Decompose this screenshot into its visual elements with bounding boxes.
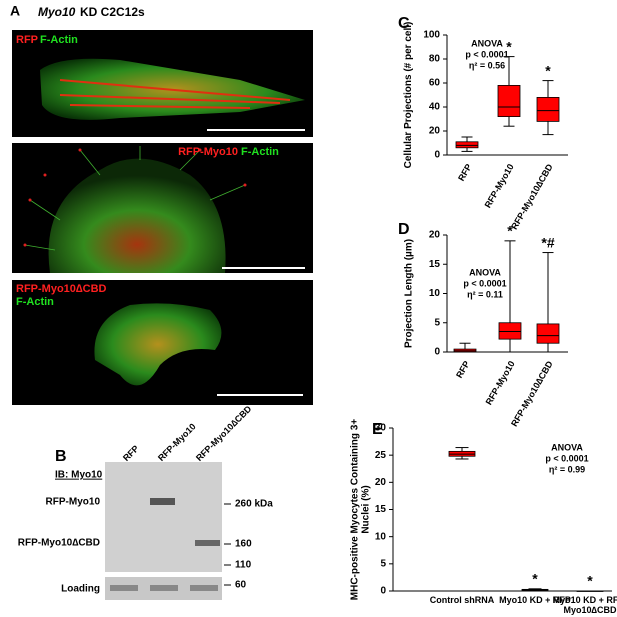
y-tick-label: 5 bbox=[380, 558, 386, 569]
y-tick-label: 80 bbox=[429, 54, 441, 65]
y-tick-label: 20 bbox=[375, 477, 387, 488]
annotation: p < 0.0001 bbox=[465, 49, 508, 59]
significance: *# bbox=[541, 234, 554, 250]
panel-letter: C bbox=[398, 15, 410, 32]
annotation: p < 0.0001 bbox=[545, 453, 588, 463]
y-tick-label: 10 bbox=[429, 288, 441, 299]
marker-ticks bbox=[224, 503, 231, 586]
lane-label: RFP-Myo10 bbox=[156, 421, 198, 463]
band-label: Loading bbox=[61, 584, 100, 595]
cell-fibers bbox=[59, 79, 291, 109]
annotation: η² = 0.56 bbox=[469, 60, 505, 70]
annotation: η² = 0.99 bbox=[549, 464, 585, 474]
marker-label: 60 bbox=[235, 580, 247, 591]
image-label: F-Actin bbox=[40, 34, 78, 46]
blot-band bbox=[150, 585, 178, 591]
cell bbox=[48, 158, 226, 273]
significance: * bbox=[532, 571, 538, 587]
x-tick-label: RFP bbox=[454, 359, 472, 380]
box bbox=[536, 97, 560, 122]
tip-puncta bbox=[23, 148, 247, 247]
x-tick-label: RFP-Myo10 bbox=[484, 359, 517, 406]
y-tick-label: 20 bbox=[429, 126, 441, 137]
y-axis-label-box: MHC-positive Myocytes Containing 3+ Nucl… bbox=[349, 418, 372, 601]
y-tick-label: 10 bbox=[375, 531, 387, 542]
panel-letter: A bbox=[10, 3, 20, 19]
y-tick-label: 5 bbox=[434, 317, 440, 328]
x-tick-label: Control shRNA bbox=[429, 595, 495, 605]
lane-label: RFP bbox=[121, 443, 141, 463]
marker-label: 110 bbox=[235, 560, 252, 571]
y-tick-label: 60 bbox=[429, 78, 441, 89]
panel-letter: E bbox=[372, 421, 383, 438]
y-tick-label: 15 bbox=[375, 504, 387, 515]
y-tick-label: 0 bbox=[434, 347, 440, 358]
image-label: F-Actin bbox=[241, 146, 279, 158]
x-tick-label-box: Control shRNA bbox=[429, 595, 495, 605]
box bbox=[536, 323, 560, 344]
blot-band bbox=[110, 585, 138, 591]
image-label: RFP-Myo10∆CBD bbox=[16, 283, 107, 295]
significance: * bbox=[507, 223, 513, 239]
y-axis-label: Cellular Projections (# per cell) bbox=[403, 21, 414, 169]
significance: * bbox=[506, 38, 512, 54]
antibody-label: IB: Myo10 bbox=[55, 470, 103, 481]
significance: * bbox=[587, 573, 593, 589]
band-label: RFP-Myo10 bbox=[46, 497, 101, 508]
band-label: RFP-Myo10∆CBD bbox=[18, 538, 100, 549]
y-tick-label: 0 bbox=[434, 150, 440, 161]
marker-label: 160 bbox=[235, 539, 252, 550]
x-tick-label: RFP-Myo10∆CBD bbox=[509, 162, 555, 232]
y-tick-label: 0 bbox=[380, 586, 386, 597]
filopodia bbox=[24, 146, 246, 251]
y-tick-label: 100 bbox=[423, 30, 440, 41]
box bbox=[455, 141, 479, 149]
x-tick-label: Myo10 KD + RFP-Myo10∆CBD bbox=[552, 595, 617, 616]
image-label: RFP bbox=[16, 34, 38, 46]
y-axis-label-box: Projection Length (µm) bbox=[403, 238, 414, 349]
y-axis-label-box: Cellular Projections (# per cell) bbox=[403, 21, 414, 169]
x-tick-label: Myo10 KD + RFP bbox=[499, 595, 571, 605]
y-tick-label: 20 bbox=[429, 230, 441, 241]
y-axis-label: Projection Length (µm) bbox=[403, 238, 414, 349]
y-tick-label: 30 bbox=[375, 423, 387, 434]
box bbox=[497, 85, 521, 118]
panel-letter: D bbox=[398, 221, 410, 238]
image-label: F-Actin bbox=[16, 296, 54, 308]
image-label: RFP-Myo10 bbox=[178, 146, 238, 158]
cell bbox=[94, 303, 222, 386]
panel-title: Myo10 bbox=[38, 5, 76, 19]
blot bbox=[105, 462, 222, 572]
annotation: p < 0.0001 bbox=[463, 278, 506, 288]
y-tick-label: 40 bbox=[429, 102, 441, 113]
y-tick-label: 15 bbox=[429, 259, 441, 270]
x-tick-label: RFP-Myo10∆CBD bbox=[509, 359, 555, 429]
significance: * bbox=[545, 62, 551, 78]
annotation: ANOVA bbox=[469, 267, 501, 277]
x-tick-label: RFP bbox=[456, 162, 474, 183]
annotation: η² = 0.11 bbox=[467, 289, 503, 299]
marker-label: 260 kDa bbox=[235, 499, 273, 510]
blot-band bbox=[190, 585, 218, 591]
annotation: ANOVA bbox=[551, 442, 583, 452]
box bbox=[498, 322, 522, 340]
annotation: ANOVA bbox=[471, 38, 503, 48]
blot-band bbox=[150, 498, 175, 505]
panel-title: KD C2C12s bbox=[80, 5, 145, 19]
y-axis-label: MHC-positive Myocytes Containing 3+ Nucl… bbox=[349, 418, 372, 601]
x-tick-label-box: Myo10 KD + RFP-Myo10∆CBD bbox=[552, 595, 617, 616]
y-tick-label: 25 bbox=[375, 450, 387, 461]
panel-letter: B bbox=[55, 448, 67, 465]
lane-label: RFP-Myo10∆CBD bbox=[194, 403, 254, 463]
x-tick-label: RFP-Myo10 bbox=[483, 162, 516, 209]
blot-band bbox=[195, 540, 220, 546]
x-tick-label-box: Myo10 KD + RFP bbox=[499, 595, 571, 605]
